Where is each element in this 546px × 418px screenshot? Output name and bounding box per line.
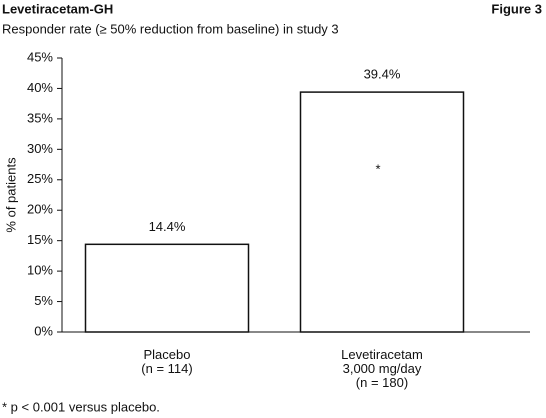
- y-tick-label: 35%: [27, 110, 53, 125]
- chart-subtitle: Responder rate (≥ 50% reduction from bas…: [2, 21, 339, 36]
- value-label: 39.4%: [364, 67, 401, 82]
- y-tick-label: 0%: [34, 323, 53, 338]
- y-tick-label: 40%: [27, 80, 53, 95]
- y-tick-label: 25%: [27, 171, 53, 186]
- y-axis-label: % of patients: [3, 157, 18, 233]
- y-tick-label: 20%: [27, 202, 53, 217]
- footnote: * p < 0.001 versus placebo.: [2, 399, 160, 414]
- chart-title: Levetiracetam-GH: [2, 1, 113, 16]
- x-tick-label: Placebo (n = 114): [141, 347, 193, 376]
- x-tick-label: Levetiracetam 3,000 mg/day (n = 180): [341, 347, 423, 390]
- y-tick-label: 5%: [34, 293, 53, 308]
- figure-label: Figure 3: [491, 1, 542, 16]
- value-label: 14.4%: [149, 219, 186, 234]
- annotation: *: [375, 161, 380, 176]
- bar: [84, 243, 250, 333]
- y-tick-label: 15%: [27, 232, 53, 247]
- bar: [299, 91, 465, 333]
- y-tick-label: 10%: [27, 263, 53, 278]
- y-tick-label: 30%: [27, 141, 53, 156]
- y-tick-label: 45%: [27, 49, 53, 64]
